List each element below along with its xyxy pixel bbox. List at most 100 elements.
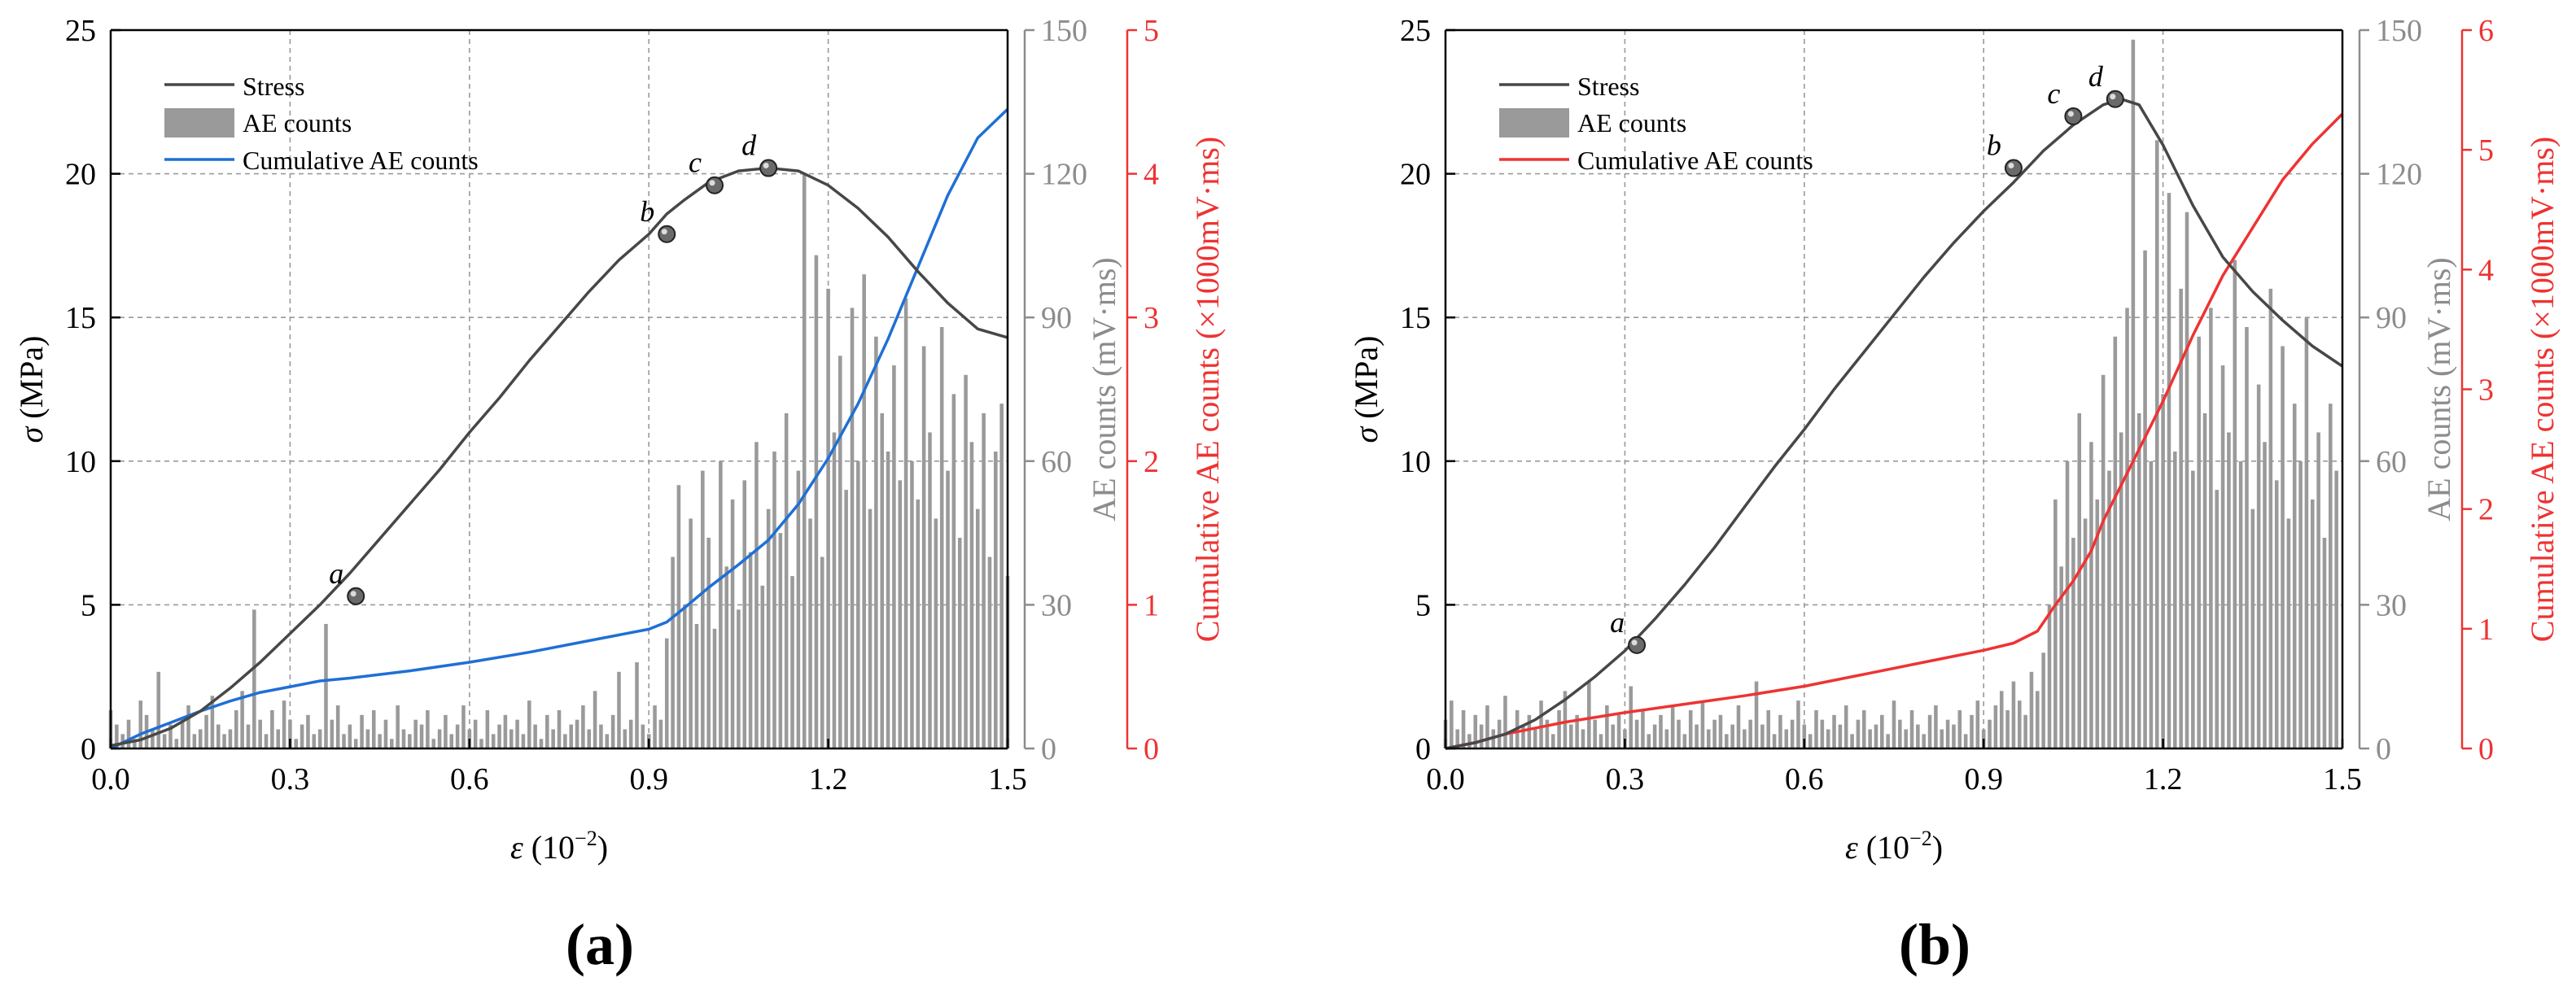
ae-count-bar (2059, 566, 2063, 748)
ae-count-bar (317, 729, 322, 748)
cumulative-axis-tick-label: 1 (2478, 613, 2494, 647)
ae-count-bar (2310, 499, 2315, 748)
ae-count-bar (569, 724, 573, 748)
ae-count-bar (2005, 709, 2010, 748)
ae-count-bar (371, 709, 376, 748)
ae-count-bar (288, 719, 292, 748)
ae-count-bar (1952, 724, 1956, 748)
point-highlight-c (2067, 111, 2074, 117)
point-label-b: b (640, 195, 654, 228)
ae-axis-tick-label: 150 (2376, 14, 2422, 48)
y-tick-label: 10 (65, 445, 96, 479)
ae-count-bar (2154, 140, 2159, 749)
ae-count-bar (766, 508, 771, 748)
ae-axis-label: AE counts (mV·ms) (2421, 257, 2457, 521)
ae-count-bar (951, 394, 956, 748)
ae-count-bar (2191, 470, 2195, 748)
ae-count-bar (1850, 734, 1854, 748)
point-marker-d (2106, 89, 2124, 108)
ae-count-bar (270, 709, 274, 748)
ae-count-bar (1557, 709, 1561, 748)
stress-line (1445, 98, 2343, 750)
ae-count-bar (306, 714, 310, 748)
ae-count-bar (593, 691, 597, 748)
point-marker-a (1628, 635, 1647, 654)
ae-count-bar (1581, 729, 1585, 748)
ae-count-bar (575, 719, 579, 748)
ae-count-bar (401, 729, 406, 748)
ae-count-bar (1993, 705, 1998, 748)
ae-axis-tick-label: 150 (1041, 14, 1087, 48)
ae-count-bar (1550, 734, 1555, 748)
ae-count-bar (1874, 724, 1878, 748)
ae-axis-tick-label: 30 (1041, 588, 1072, 622)
ae-count-bar (1957, 709, 1962, 748)
ae-count-bar (2173, 452, 2177, 748)
y-axis-unit: (MPa) (13, 336, 50, 427)
x-axis-close: ) (1932, 829, 1943, 866)
ae-count-bar (880, 412, 884, 748)
ae-count-bar (772, 452, 776, 748)
ae-count-bar (1611, 724, 1615, 748)
ae-count-bar (455, 724, 460, 748)
point-marker-b (658, 225, 676, 243)
ae-count-bar (133, 739, 137, 748)
ae-axis-tick-label: 0 (2376, 732, 2391, 766)
ae-count-bar (126, 719, 131, 748)
ae-axis-tick-label: 30 (2376, 588, 2407, 622)
ae-count-bar (671, 556, 675, 748)
x-axis-unit: (10 (523, 829, 575, 866)
ae-count-bar (1718, 714, 1723, 748)
x-tick-label: 0.0 (1426, 762, 1465, 796)
ae-count-bar (1814, 709, 1818, 748)
ae-count-bar (1945, 719, 1950, 748)
ae-count-bar (2304, 317, 2309, 748)
ae-count-bar (1634, 719, 1639, 748)
ae-count-bar (1754, 681, 1759, 748)
ae-count-bar (204, 714, 208, 748)
ae-counts-axis: 0 30 60 90 120 150 (2358, 14, 2422, 766)
ae-count-bar (610, 714, 615, 748)
point-marker-b (2004, 159, 2023, 177)
point-label-a: a (1610, 606, 1625, 639)
y-tick-label: 5 (81, 588, 96, 622)
ae-count-bar (180, 719, 185, 748)
ae-count-bar (1999, 691, 2004, 748)
legend-label-stress: Stress (1577, 72, 1639, 101)
ae-count-bar (2011, 681, 2016, 748)
ae-count-bar (724, 566, 728, 748)
cumulative-axis-tick-label: 0 (1144, 732, 1159, 766)
ae-count-bar (473, 719, 478, 748)
ae-count-bar (396, 705, 400, 748)
legend-swatch-ae-counts (164, 108, 234, 137)
ae-count-bar (353, 739, 358, 748)
ae-count-bar (1712, 719, 1717, 748)
ae-count-bar (928, 432, 932, 748)
ae-count-bar (760, 585, 765, 748)
ae-count-bar (282, 700, 286, 748)
ae-count-bar (2053, 499, 2058, 748)
ae-count-bar (216, 724, 221, 748)
ae-count-bar (1599, 734, 1603, 748)
legend-label-ae-counts: AE counts (243, 108, 352, 137)
x-axis-label: ε (10−2) (1845, 827, 1943, 866)
stress-line (110, 166, 1008, 748)
y-tick-label: 0 (81, 732, 96, 766)
ae-count-bar (115, 724, 119, 748)
ae-count-bar (2131, 39, 2136, 749)
ae-count-bar (832, 432, 837, 748)
ae-count-bar (605, 734, 610, 748)
legend: Stress AE counts Cumulative AE counts (1499, 72, 1813, 175)
x-tick-label: 0.9 (1964, 762, 2003, 796)
ae-count-bar (1647, 734, 1651, 748)
ae-count-bar (2101, 374, 2106, 748)
ae-count-bar (1832, 714, 1836, 748)
ae-count-bar (694, 623, 699, 748)
point-highlight-a (350, 591, 356, 597)
ae-count-bar (252, 609, 256, 748)
ae-count-bar (737, 609, 741, 748)
ae-count-bar (168, 724, 173, 748)
ae-count-bar (987, 556, 992, 748)
point-marker-a (347, 587, 365, 605)
